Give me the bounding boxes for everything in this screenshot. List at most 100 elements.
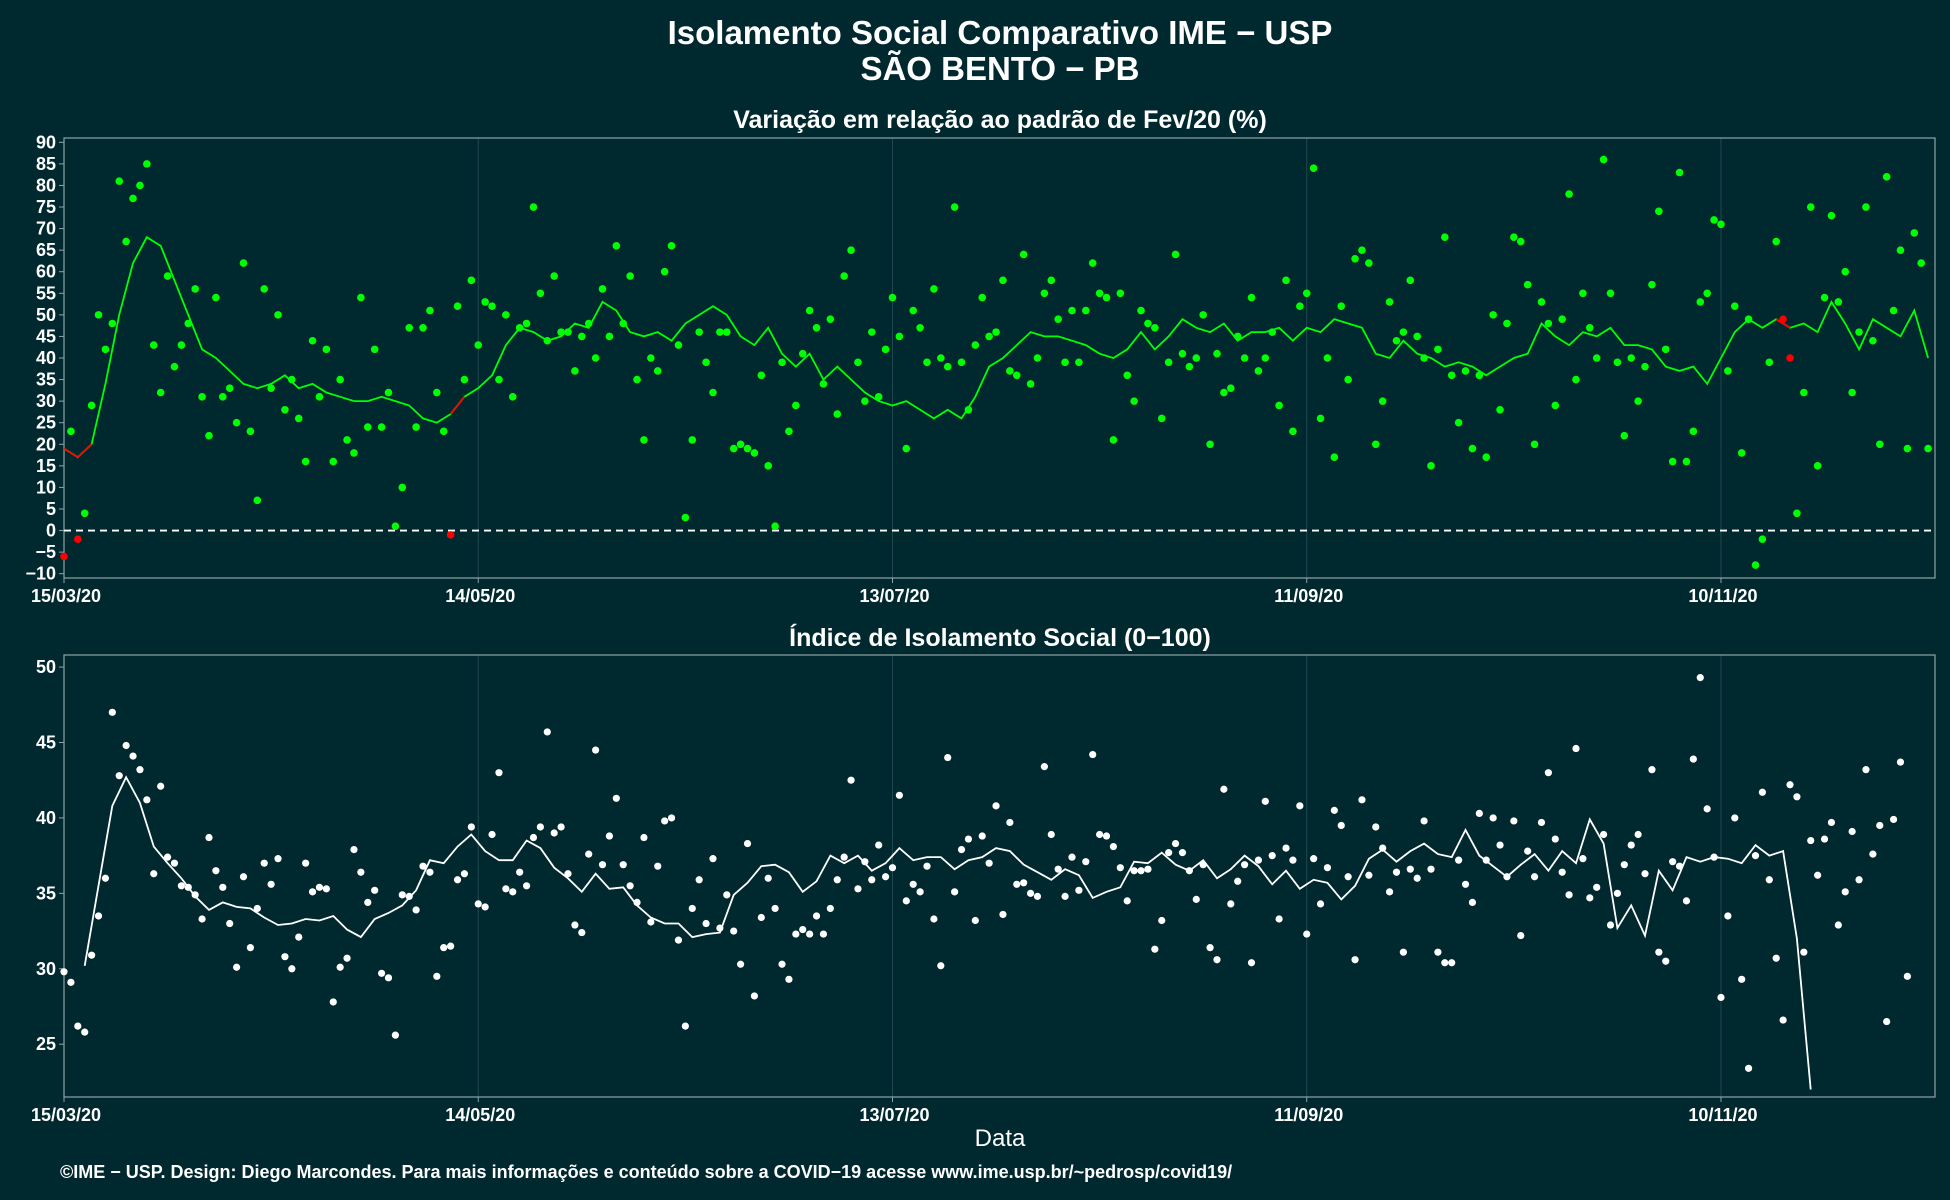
index-data-point-73 xyxy=(564,870,572,878)
index-data-point-16 xyxy=(170,859,179,867)
index-data-point-124 xyxy=(916,888,924,896)
variation-xtick-label-3: 11/09/20 xyxy=(1274,586,1343,606)
variation-data-point-76 xyxy=(584,319,593,328)
index-data-point-81 xyxy=(619,861,627,869)
index-data-point-104 xyxy=(778,960,786,968)
index-data-point-84 xyxy=(640,833,648,842)
variation-data-point-71 xyxy=(550,272,558,280)
index-data-point-195 xyxy=(1406,865,1414,873)
variation-panel: −10−505101520253035404550556065707580859… xyxy=(25,132,1936,606)
index-data-point-213 xyxy=(1530,873,1539,881)
index-data-point-130 xyxy=(957,846,966,854)
index-data-point-48 xyxy=(391,1031,399,1039)
index-data-point-72 xyxy=(557,823,565,831)
index-data-point-194 xyxy=(1399,948,1407,956)
variation-data-point-12 xyxy=(143,160,151,168)
variation-xtick-label-2: 13/07/20 xyxy=(859,586,929,606)
index-data-point-29 xyxy=(260,859,268,867)
variation-data-point-70 xyxy=(543,336,552,345)
variation-data-point-225 xyxy=(1613,358,1622,367)
variation-data-point-134 xyxy=(985,332,993,341)
variation-data-point-264 xyxy=(1882,173,1891,181)
index-ytick-label-2: 35 xyxy=(36,883,56,903)
index-data-point-126 xyxy=(930,915,938,923)
index-data-point-179 xyxy=(1296,802,1304,810)
index-data-point-185 xyxy=(1337,821,1345,830)
index-data-point-21 xyxy=(205,833,213,842)
index-data-point-165 xyxy=(1199,861,1207,869)
variation-data-point-212 xyxy=(1523,280,1532,289)
index-data-point-69 xyxy=(536,823,544,831)
variation-data-point-87 xyxy=(660,267,669,276)
variation-data-point-221 xyxy=(1585,324,1594,332)
variation-data-point-111 xyxy=(826,315,835,323)
variation-data-point-47 xyxy=(384,388,393,397)
index-data-point-8 xyxy=(115,772,123,780)
index-data-point-181 xyxy=(1310,855,1318,863)
variation-data-point-126 xyxy=(930,285,938,293)
variation-data-point-189 xyxy=(1365,259,1373,267)
index-data-point-91 xyxy=(688,904,696,913)
variation-moving-average-negative-segment-28 xyxy=(449,396,466,415)
variation-moving-average-line xyxy=(63,235,1929,459)
index-data-point-233 xyxy=(1669,858,1677,866)
variation-data-point-97 xyxy=(729,444,738,453)
index-data-point-103 xyxy=(771,904,779,913)
index-data-point-20 xyxy=(198,915,206,923)
index-data-point-79 xyxy=(605,832,614,840)
index-data-point-112 xyxy=(833,876,841,884)
variation-data-point-10 xyxy=(129,194,137,203)
variation-data-point-104 xyxy=(778,358,786,367)
variation-data-point-98 xyxy=(736,440,745,449)
index-data-point-123 xyxy=(909,880,917,888)
index-data-point-221 xyxy=(1586,894,1594,902)
variation-data-point-52 xyxy=(419,324,427,332)
variation-data-point-1 xyxy=(67,427,75,436)
variation-ytick-label-11: 45 xyxy=(36,326,56,346)
variation-data-point-233 xyxy=(1668,457,1677,466)
index-data-point-160 xyxy=(1165,849,1173,857)
index-data-point-159 xyxy=(1158,916,1166,925)
index-data-point-13 xyxy=(150,870,158,878)
index-data-point-205 xyxy=(1475,809,1483,817)
index-data-point-212 xyxy=(1524,847,1532,855)
index-data-point-121 xyxy=(895,791,903,799)
variation-data-point-42 xyxy=(350,449,358,457)
variation-data-point-144 xyxy=(1054,315,1062,323)
index-data-point-167 xyxy=(1213,956,1221,964)
x-axis-label: Data xyxy=(975,1125,1026,1152)
variation-data-point-201 xyxy=(1447,371,1456,380)
index-data-point-140 xyxy=(1026,889,1035,897)
index-data-point-40 xyxy=(336,963,344,971)
variation-data-point-234 xyxy=(1675,168,1684,177)
index-data-point-254 xyxy=(1814,871,1822,879)
index-data-point-172 xyxy=(1247,959,1256,967)
index-data-point-60 xyxy=(474,900,482,908)
index-data-point-208 xyxy=(1496,841,1504,849)
variation-data-point-15 xyxy=(163,272,172,280)
index-data-point-244 xyxy=(1744,1064,1753,1072)
index-data-point-171 xyxy=(1240,861,1249,869)
index-data-point-190 xyxy=(1372,823,1380,831)
index-data-point-216 xyxy=(1551,835,1559,843)
index-data-point-133 xyxy=(978,832,986,840)
index-moving-average-line xyxy=(83,775,1812,1090)
variation-ytick-label-14: 60 xyxy=(36,262,56,282)
variation-data-point-82 xyxy=(626,272,634,280)
index-data-point-229 xyxy=(1641,870,1649,878)
variation-data-point-21 xyxy=(205,431,213,440)
variation-data-point-192 xyxy=(1385,298,1394,306)
index-data-point-166 xyxy=(1206,944,1214,952)
variation-data-point-105 xyxy=(785,427,793,436)
index-data-point-18 xyxy=(184,883,192,891)
variation-data-point-107 xyxy=(798,349,807,358)
index-data-point-50 xyxy=(405,892,413,900)
variation-data-point-135 xyxy=(992,328,1000,336)
variation-data-point-84 xyxy=(640,436,648,444)
index-data-point-231 xyxy=(1655,948,1663,956)
variation-data-point-252 xyxy=(1800,388,1808,397)
variation-data-point-259 xyxy=(1848,388,1856,397)
index-data-point-83 xyxy=(633,898,641,906)
index-data-point-230 xyxy=(1648,766,1656,774)
